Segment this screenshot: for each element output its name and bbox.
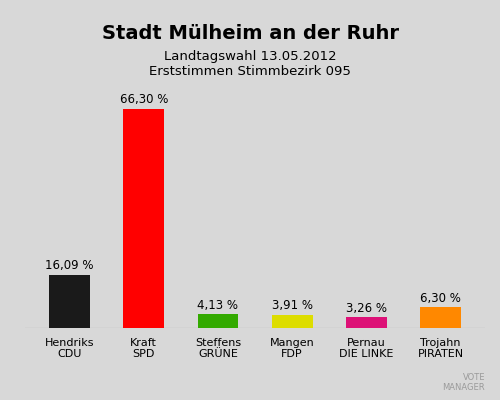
Text: 16,09 %: 16,09 % [46,259,94,272]
Bar [124,109,164,328]
Bar [198,314,238,328]
Text: 3,26 %: 3,26 % [346,302,387,314]
Bar [272,315,312,328]
Bar [420,307,461,328]
Text: 66,30 %: 66,30 % [120,93,168,106]
Text: 3,91 %: 3,91 % [272,300,312,312]
Text: Stadt Mülheim an der Ruhr: Stadt Mülheim an der Ruhr [102,24,399,43]
Bar [346,317,387,328]
Bar [49,275,90,328]
Text: VOTE
MANAGER: VOTE MANAGER [442,373,485,392]
Text: 4,13 %: 4,13 % [198,299,238,312]
Text: 6,30 %: 6,30 % [420,292,461,304]
Text: Erststimmen Stimmbezirk 095: Erststimmen Stimmbezirk 095 [149,65,351,78]
Text: Landtagswahl 13.05.2012: Landtagswahl 13.05.2012 [164,50,336,63]
